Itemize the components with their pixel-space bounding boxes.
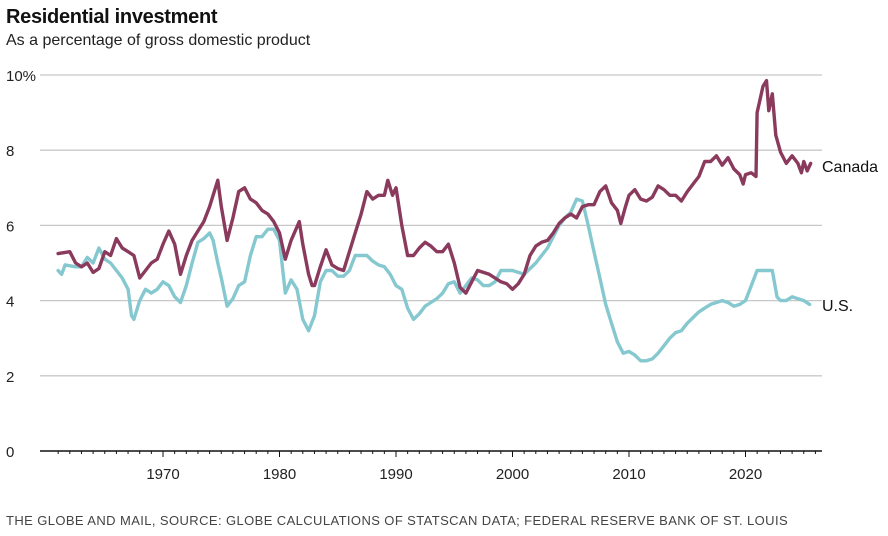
gridlines [40, 74, 822, 452]
us-label: U.S. [822, 298, 853, 315]
x-axis-ticks: 1970 1980 1990 2000 2010 2020 [57, 451, 816, 483]
x-tick-label: 2020 [729, 466, 762, 483]
x-tick-label: 1990 [379, 466, 412, 483]
series-labels: Canada U.S. [822, 159, 878, 315]
line-chart: 0 2 4 6 8 10% 1970 1980 1990 2000 2010 2020 Canada… [6, 68, 878, 483]
y-tick-label: 2 [6, 369, 14, 386]
canada-line [56, 78, 813, 295]
y-tick-label: 10% [6, 68, 36, 85]
canada-label: Canada [822, 159, 878, 176]
y-axis-ticks: 0 2 4 6 8 10% [6, 68, 36, 461]
series-lines [56, 78, 813, 363]
chart-subtitle: As a percentage of gross domestic produc… [6, 32, 311, 49]
source-note: THE GLOBE AND MAIL, SOURCE: GLOBE CALCUL… [6, 513, 789, 528]
x-tick-label: 1970 [146, 466, 179, 483]
x-tick-label: 2000 [496, 466, 529, 483]
y-tick-label: 4 [6, 294, 14, 311]
y-tick-label: 8 [6, 143, 14, 160]
chart-title: Residential investment [6, 6, 218, 28]
y-tick-label: 6 [6, 218, 14, 235]
x-tick-label: 2010 [612, 466, 645, 483]
x-tick-label: 1980 [263, 466, 296, 483]
y-tick-label: 0 [6, 444, 14, 461]
us-line [56, 197, 812, 363]
